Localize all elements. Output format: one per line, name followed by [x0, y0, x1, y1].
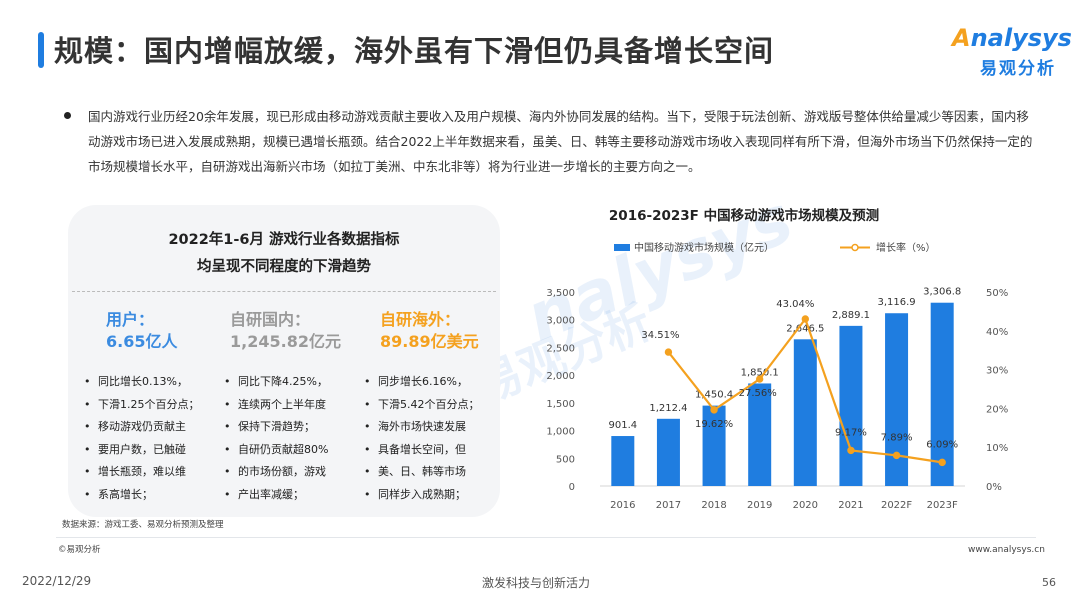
y-left-tick-label: 2,500: [546, 343, 575, 354]
y-left-tick-label: 0: [569, 482, 575, 493]
growth-rate-label: 7.89%: [881, 432, 913, 443]
x-tick-label: 2023F: [927, 500, 958, 511]
bar: [748, 383, 772, 486]
bar: [885, 313, 909, 486]
footer-divider: [56, 537, 1036, 538]
logo-wordmark: Analysys: [952, 24, 1072, 52]
x-tick-label: 2022F: [881, 500, 912, 511]
page-number: 56: [1042, 576, 1056, 589]
bar-value-label: 3,116.9: [877, 297, 915, 308]
x-tick-label: 2019: [747, 500, 772, 511]
growth-rate-point: [892, 451, 901, 460]
growth-rate-point: [938, 458, 946, 467]
bar-value-label: 2,889.1: [832, 310, 870, 321]
y-left-tick-label: 1,500: [546, 399, 575, 410]
stat-overseas: 自研海外： 89.89亿美元 同步增长6.16%， 下滑5.42个百分点； 海外…: [362, 309, 492, 506]
chart-plot-area: 0 500 1,000 1,500 2,000 2,500 3,000 3,500 0% 10% 2…: [546, 287, 1008, 511]
stat-value: 1,245.82亿元: [230, 332, 341, 351]
bar: [793, 339, 817, 486]
stat-value: 6.65亿人: [106, 332, 178, 351]
growth-rate-label: 19.62%: [695, 419, 733, 430]
bar-value-label: 1,850.1: [741, 367, 779, 378]
legend-bar-label: 中国移动游戏市场规模（亿元）: [634, 241, 774, 254]
bar: [656, 418, 680, 486]
bar-value-label: 901.4: [608, 420, 637, 431]
x-tick-label: 2017: [656, 500, 681, 511]
stat-value: 89.89亿美元: [380, 332, 479, 351]
x-tick-label: 2021: [838, 500, 863, 511]
growth-rate-point: [664, 348, 673, 356]
page-title: 规模：国内增幅放缓，海外虽有下滑但仍具备增长空间: [54, 34, 775, 68]
y-left-tick-label: 3,500: [546, 288, 575, 299]
growth-rate-point: [755, 375, 764, 383]
intro-paragraph: 国内游戏行业历经20余年发展，现已形成由移动游戏贡献主要收入及用户规模、海内外协…: [88, 109, 1033, 174]
bar: [930, 302, 954, 486]
y-right-tick-label: 0%: [986, 482, 1002, 493]
legend-line-marker: [851, 243, 859, 252]
y-right-tick-label: 20%: [986, 404, 1008, 415]
website-link[interactable]: www.analysys.cn: [968, 545, 1045, 555]
bar: [611, 436, 635, 486]
stat-label: 用户：: [106, 310, 155, 329]
footer-date: 2022/12/29: [22, 574, 92, 588]
y-left-tick-label: 1,000: [546, 427, 575, 438]
y-right-tick-label: 50%: [986, 288, 1008, 299]
y-right-tick-label: 30%: [986, 366, 1008, 377]
y-left-tick-label: 2,000: [546, 371, 575, 382]
title-accent-bar: [38, 32, 44, 68]
bar-value-label: 2,646.5: [786, 323, 824, 334]
summary-panel: 2022年1-6月 游戏行业各数据指标 均呈现不同程度的下滑趋势 用户： 6.6…: [68, 205, 500, 517]
growth-rate-label: 27.56%: [739, 388, 777, 399]
legend-bar-swatch: [614, 244, 630, 251]
legend-line-label: 增长率（%）: [876, 241, 936, 254]
stat-users: 用户： 6.65亿人 同比增长0.13%， 下滑1.25个百分点； 移动游戏仍贡…: [82, 309, 212, 506]
bar: [839, 325, 863, 486]
growth-rate-label: 6.09%: [926, 439, 958, 450]
copyright: ©易观分析: [58, 545, 101, 555]
x-tick-label: 2018: [701, 500, 726, 511]
bar-value-label: 1,450.4: [695, 390, 733, 401]
growth-rate-label: 43.04%: [776, 299, 814, 310]
growth-rate-point: [710, 406, 718, 414]
growth-rate-label: 9.17%: [835, 427, 867, 438]
growth-rate-point: [847, 446, 855, 455]
stat-label: 自研国内：: [230, 310, 311, 329]
y-left-tick-label: 500: [556, 454, 575, 465]
stat-domestic: 自研国内： 1,245.82亿元 同比下降4.25%， 连续两个上半年度 保持下…: [222, 309, 352, 506]
analysys-logo: Analysys 易观分析: [952, 24, 1072, 80]
panel-divider: [72, 291, 496, 292]
bar: [702, 405, 726, 486]
panel-title: 2022年1-6月 游戏行业各数据指标 均呈现不同程度的下滑趋势: [168, 232, 400, 275]
chart-title: 2016-2023F 中国移动游戏市场规模及预测: [609, 207, 879, 224]
footer-slogan: 激发科技与创新活力: [482, 576, 591, 590]
logo-subtitle: 易观分析: [980, 59, 1056, 79]
x-tick-label: 2016: [610, 500, 635, 511]
bar-value-label: 1,212.4: [649, 403, 687, 414]
market-size-chart: 2016-2023F 中国移动游戏市场规模及预测 中国移动游戏市场规模（亿元） …: [546, 207, 1008, 511]
data-source: 数据来源：游戏工委、易观分析预测及整理: [62, 520, 224, 530]
growth-rate-label: 34.51%: [641, 330, 679, 341]
chart-legend: 中国移动游戏市场规模（亿元） 增长率（%）: [614, 241, 936, 254]
stat-label: 自研海外：: [380, 310, 461, 329]
bullet-icon: [64, 112, 71, 119]
stat-bullets: 同比下降4.25%， 连续两个上半年度 保持下滑趋势； 自研仍贡献超80% 的市…: [222, 371, 352, 506]
y-right-tick-label: 40%: [986, 327, 1008, 338]
bar-value-label: 3,306.8: [923, 287, 961, 298]
y-left-tick-label: 3,000: [546, 316, 575, 327]
y-right-tick-label: 10%: [986, 443, 1008, 454]
growth-rate-point: [801, 315, 810, 323]
x-tick-label: 2020: [793, 500, 818, 511]
stat-bullets: 同比增长0.13%， 下滑1.25个百分点； 移动游戏仍贡献主 要用户数，已触碰…: [82, 371, 212, 506]
stat-bullets: 同步增长6.16%， 下滑5.42个百分点； 海外市场快速发展 具备增长空间，但…: [362, 371, 492, 506]
